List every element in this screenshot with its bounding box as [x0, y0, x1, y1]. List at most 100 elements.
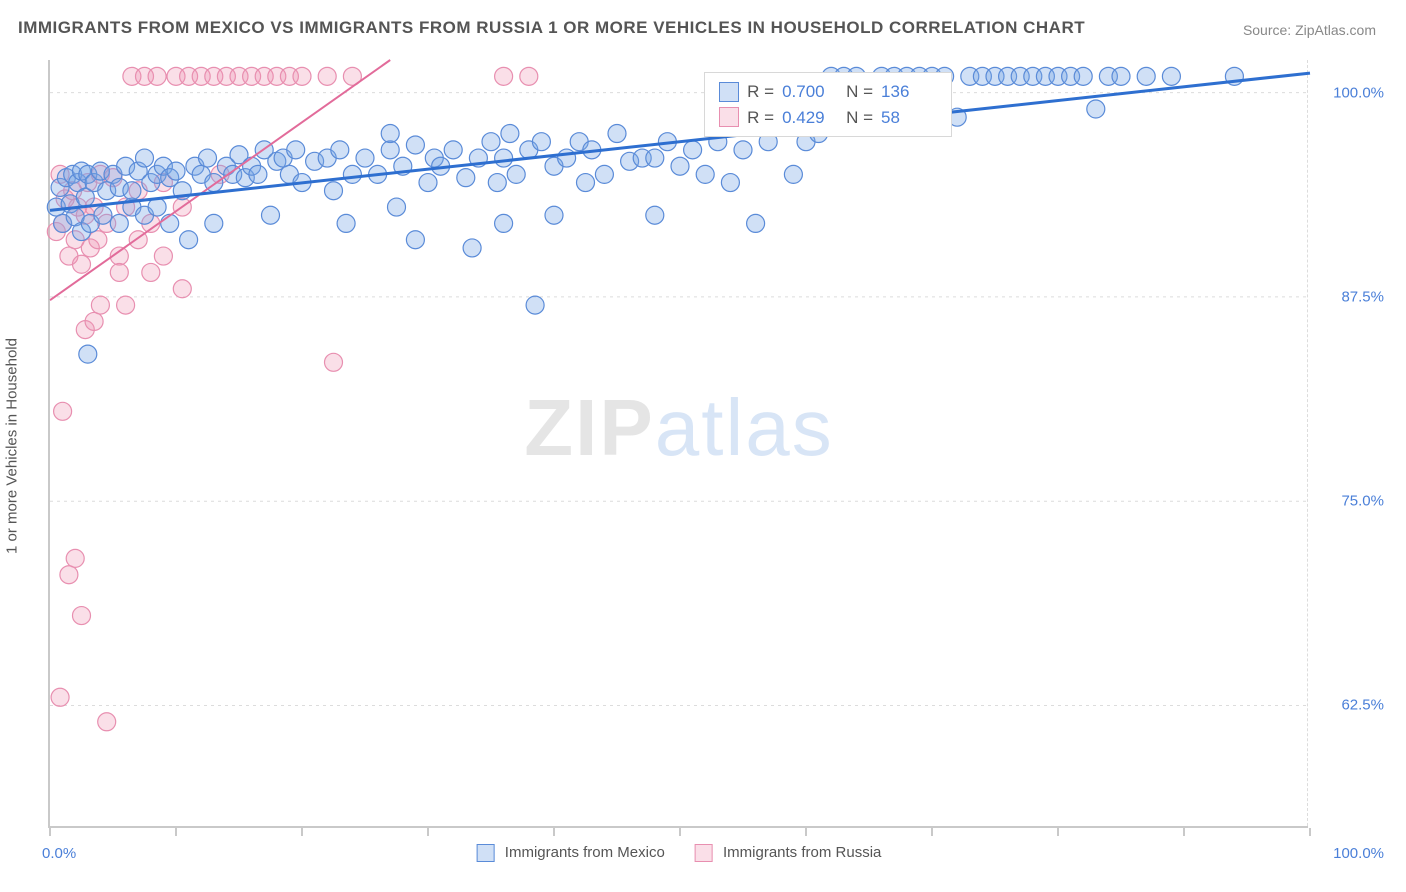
point-russia	[91, 296, 109, 314]
point-mexico	[249, 165, 267, 183]
point-russia	[110, 263, 128, 281]
point-mexico	[526, 296, 544, 314]
trendline-mexico	[50, 73, 1310, 210]
point-mexico	[1137, 67, 1155, 85]
point-mexico	[444, 141, 462, 159]
stats-n-russia: 58	[881, 105, 937, 131]
point-mexico	[381, 141, 399, 159]
point-mexico	[463, 239, 481, 257]
point-russia	[318, 67, 336, 85]
point-mexico	[262, 206, 280, 224]
point-mexico	[343, 165, 361, 183]
point-mexico	[180, 231, 198, 249]
point-mexico	[646, 206, 664, 224]
legend-label-mexico: Immigrants from Mexico	[505, 844, 665, 861]
point-mexico	[161, 214, 179, 232]
point-mexico	[507, 165, 525, 183]
point-mexico	[721, 174, 739, 192]
source-label: Source: ZipAtlas.com	[1243, 22, 1376, 38]
legend-label-russia: Immigrants from Russia	[723, 844, 881, 861]
point-mexico	[381, 125, 399, 143]
point-mexico	[94, 206, 112, 224]
stats-n-label: N =	[846, 79, 873, 105]
point-russia	[142, 263, 160, 281]
point-russia	[60, 566, 78, 584]
legend-swatch-russia	[695, 844, 713, 862]
point-mexico	[696, 165, 714, 183]
y-axis-title: 1 or more Vehicles in Household	[4, 338, 21, 554]
point-mexico	[287, 141, 305, 159]
y-tick-label: 100.0%	[1314, 84, 1384, 101]
chart-title: IMMIGRANTS FROM MEXICO VS IMMIGRANTS FRO…	[18, 18, 1085, 38]
point-mexico	[577, 174, 595, 192]
point-mexico	[482, 133, 500, 151]
point-russia	[293, 67, 311, 85]
point-mexico	[167, 162, 185, 180]
point-mexico	[501, 125, 519, 143]
legend-item-russia: Immigrants from Russia	[695, 844, 882, 862]
point-russia	[173, 280, 191, 298]
point-mexico	[532, 133, 550, 151]
point-mexico	[646, 149, 664, 167]
point-mexico	[406, 136, 424, 154]
x-axis-max-label: 100.0%	[1333, 845, 1384, 862]
point-mexico	[671, 157, 689, 175]
stats-r-label: R =	[747, 79, 774, 105]
point-mexico	[608, 125, 626, 143]
point-mexico	[1162, 67, 1180, 85]
point-mexico	[747, 214, 765, 232]
point-russia	[54, 402, 72, 420]
stats-r-russia: 0.429	[782, 105, 838, 131]
point-russia	[98, 713, 116, 731]
point-mexico	[457, 169, 475, 187]
plot-area: ZIPatlas 100.0%87.5%75.0%62.5% 0.0% 100.…	[48, 60, 1308, 828]
point-mexico	[110, 214, 128, 232]
stats-swatch-russia	[719, 107, 739, 127]
point-russia	[117, 296, 135, 314]
point-mexico	[1087, 100, 1105, 118]
y-tick-label: 87.5%	[1314, 288, 1384, 305]
point-russia	[66, 549, 84, 567]
stats-swatch-mexico	[719, 82, 739, 102]
point-russia	[154, 247, 172, 265]
point-mexico	[1112, 67, 1130, 85]
point-mexico	[558, 149, 576, 167]
point-mexico	[488, 174, 506, 192]
y-tick-label: 62.5%	[1314, 697, 1384, 714]
stats-box: R = 0.700 N = 136 R = 0.429 N = 58	[704, 72, 952, 137]
stats-n-label: N =	[846, 105, 873, 131]
point-russia	[325, 353, 343, 371]
y-tick-label: 75.0%	[1314, 493, 1384, 510]
point-mexico	[419, 174, 437, 192]
stats-row-mexico: R = 0.700 N = 136	[719, 79, 937, 105]
x-axis-min-label: 0.0%	[42, 845, 76, 862]
stats-n-mexico: 136	[881, 79, 937, 105]
point-mexico	[406, 231, 424, 249]
point-mexico	[123, 182, 141, 200]
point-mexico	[79, 345, 97, 363]
point-mexico	[136, 149, 154, 167]
point-mexico	[199, 149, 217, 167]
point-mexico	[1074, 67, 1092, 85]
point-russia	[148, 67, 166, 85]
legend-swatch-mexico	[477, 844, 495, 862]
point-mexico	[337, 214, 355, 232]
point-russia	[85, 312, 103, 330]
legend-item-mexico: Immigrants from Mexico	[477, 844, 665, 862]
stats-r-label: R =	[747, 105, 774, 131]
legend: Immigrants from Mexico Immigrants from R…	[477, 844, 882, 862]
point-mexico	[356, 149, 374, 167]
point-mexico	[545, 206, 563, 224]
point-russia	[73, 255, 91, 273]
point-mexico	[331, 141, 349, 159]
point-russia	[495, 67, 513, 85]
point-mexico	[784, 165, 802, 183]
point-mexico	[734, 141, 752, 159]
point-russia	[89, 231, 107, 249]
point-mexico	[388, 198, 406, 216]
point-russia	[51, 688, 69, 706]
point-russia	[73, 607, 91, 625]
point-mexico	[325, 182, 343, 200]
point-mexico	[495, 214, 513, 232]
point-mexico	[595, 165, 613, 183]
